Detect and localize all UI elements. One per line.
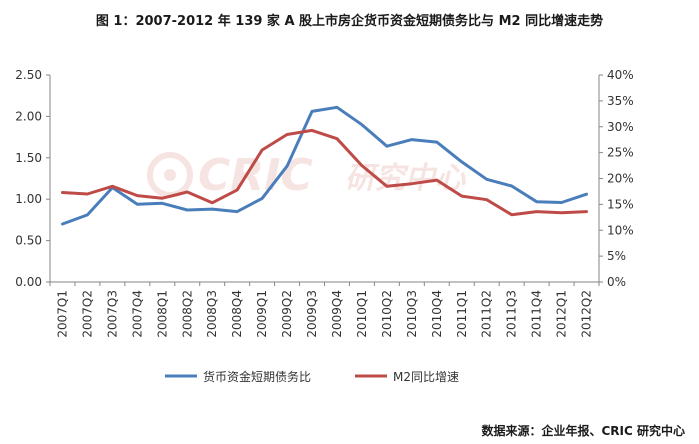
chart-title: 图 1：2007-2012 年 139 家 A 股上市房企货币资金短期债务比与 … xyxy=(95,14,604,29)
left-tick-label: 1.00 xyxy=(15,192,42,206)
series-line-m2-growth xyxy=(61,128,588,217)
right-tick-label: 25% xyxy=(607,146,634,160)
x-tick-label: 2012Q2 xyxy=(580,290,594,338)
x-tick-label: 2010Q4 xyxy=(430,290,444,338)
x-tick-label: 2009Q4 xyxy=(330,290,344,338)
right-tick-label: 40% xyxy=(607,68,634,82)
left-tick-label: 0.00 xyxy=(15,275,42,289)
x-tick-label: 2008Q1 xyxy=(155,290,169,338)
x-tick-label: 2009Q1 xyxy=(255,290,269,338)
x-tick-label: 2010Q1 xyxy=(355,290,369,338)
right-tick-label: 20% xyxy=(607,172,634,186)
x-tick-label: 2009Q3 xyxy=(305,290,319,338)
x-tick-labels: 2007Q1 2007Q2 2007Q3 2007Q4 2008Q1 2008Q2 2008… xyxy=(49,282,600,338)
right-tick-label: 30% xyxy=(607,120,634,134)
x-tick-label: 2011Q2 xyxy=(480,290,494,338)
x-tick-label: 2009Q2 xyxy=(280,290,294,338)
legend: 货币资金短期债务比 M2同比增速 xyxy=(165,369,459,384)
x-tick-label: 2008Q2 xyxy=(180,290,194,338)
x-tick-label: 2010Q2 xyxy=(380,290,394,338)
x-tick-label: 2012Q1 xyxy=(555,290,569,338)
right-tick-label: 5% xyxy=(607,249,626,263)
right-tick-label: 0% xyxy=(607,275,626,289)
series-line-cash-debt-ratio xyxy=(61,105,588,226)
data-source: 数据来源：企业年报、CRIC 研究中心 xyxy=(481,424,686,438)
x-tick-label: 2008Q3 xyxy=(205,290,219,338)
x-tick-label: 2007Q3 xyxy=(105,290,119,338)
right-tick-label: 15% xyxy=(607,197,634,211)
left-tick-label: 2.00 xyxy=(15,109,42,123)
cric-watermark: CRIC 研究中心 xyxy=(147,150,466,201)
axes: 0.00 0.50 1.00 1.50 2.00 2.50 0% 5% 10% 15% 20% 25%… xyxy=(15,68,633,289)
x-tick-label: 2008Q4 xyxy=(230,290,244,338)
left-tick-label: 2.50 xyxy=(15,68,42,82)
series-lines xyxy=(61,105,588,226)
x-tick-label: 2007Q2 xyxy=(80,290,94,338)
legend-label: 货币资金短期债务比 xyxy=(203,369,311,384)
x-tick-label: 2011Q3 xyxy=(505,290,519,338)
x-tick-label: 2010Q3 xyxy=(405,290,419,338)
left-tick-label: 1.50 xyxy=(15,151,42,165)
x-tick-label: 2011Q4 xyxy=(530,290,544,338)
watermark-brand: CRIC xyxy=(198,150,313,201)
right-tick-label: 10% xyxy=(607,223,634,237)
right-tick-label: 35% xyxy=(607,94,634,108)
x-tick-label: 2007Q1 xyxy=(55,290,69,338)
x-tick-label: 2011Q1 xyxy=(455,290,469,338)
x-tick-label: 2007Q4 xyxy=(130,290,144,338)
left-tick-label: 0.50 xyxy=(15,234,42,248)
legend-label: M2同比增速 xyxy=(393,370,459,384)
